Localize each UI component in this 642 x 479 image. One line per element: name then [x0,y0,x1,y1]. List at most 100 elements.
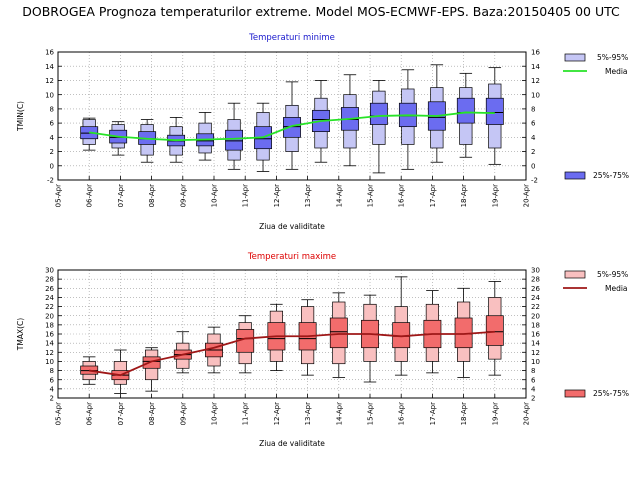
tmax-xtick-label: 13-Apr [304,402,312,426]
tmin-xtick-label: 20-Apr [523,184,531,208]
tmax-ylabel: TMAX(C) [16,318,25,351]
tmax-xtick-label: 09-Apr [179,402,187,426]
tmax-ytick-label-left: 18 [45,321,54,329]
tmax-ytick-label-left: 30 [45,267,54,275]
tmax-xtick-label: 08-Apr [148,402,156,426]
tmin-box-25-75 [283,117,301,138]
tmax-chart [57,269,587,399]
tmax-ytick-label-left: 24 [45,294,54,302]
tmax-xtick-label: 18-Apr [460,402,468,426]
tmin-box-25-75 [485,97,504,125]
tmin-xtick-label: 06-Apr [86,184,94,208]
tmin-ytick-label-right: 12 [531,77,540,85]
tmax-ytick-label-right: 14 [531,340,540,348]
tmin-ytick-label-right: 16 [531,49,540,57]
tmax-xtick-label: 17-Apr [429,402,437,426]
tmax-ytick-label-right: 18 [531,321,540,329]
tmax-ytick-label-right: 22 [531,303,540,311]
tmin-box-25-75 [369,102,388,125]
tmin-ytick-label-left: 6 [50,120,55,128]
tmax-legend-mean-label: Media [605,284,628,293]
tmax-xtick-label: 16-Apr [398,402,406,426]
tmax-ytick-label-right: 30 [531,267,540,275]
tmax-xtick-label: 15-Apr [367,402,375,426]
tmax-ytick-label-left: 2 [50,395,54,403]
tmax-xtick-label: 20-Apr [523,402,531,426]
tmax-xtick-label: 12-Apr [273,402,281,426]
tmax-ytick-label-right: 28 [531,276,540,284]
tmax-ytick-label-left: 4 [50,385,55,393]
tmax-mean-line [89,330,495,377]
tmax-ytick-label-left: 6 [50,376,55,384]
tmax-xtick-label: 19-Apr [491,402,499,426]
tmin-xtick-label: 19-Apr [491,184,499,208]
tmax-ytick-label-left: 12 [45,349,54,357]
tmax-ytick-label-left: 8 [50,367,54,375]
tmax-xtick-label: 07-Apr [117,402,125,426]
tmax-ytick-label-left: 22 [45,303,54,311]
tmin-ytick-label-left: 12 [45,77,54,85]
tmin-xtick-label: 16-Apr [398,184,406,208]
tmax-box-25-75 [329,317,348,349]
tmax-ytick-label-left: 20 [45,312,54,320]
tmin-chart [57,51,587,181]
tmin-xtick-label: 09-Apr [179,184,187,208]
tmin-title: Temperaturi minime [248,33,335,43]
tmax-ytick-label-left: 10 [45,358,54,366]
tmin-xtick-label: 18-Apr [460,184,468,208]
tmin-ytick-label-left: -2 [47,177,54,185]
tmax-legend-outer-label: 5%-95% [597,270,628,279]
tmax-box-25-75 [142,356,161,369]
tmax-xtick-label: 11-Apr [242,402,250,426]
tmin-ylabel: TMIN(C) [16,101,25,132]
tmax-xtick-label: 10-Apr [211,402,219,426]
tmin-xtick-label: 05-Apr [55,184,63,208]
tmax-legend-outer-swatch [564,270,586,279]
tmin-ytick-label-right: 14 [531,63,540,71]
tmin-legend-inner-swatch [564,171,586,180]
page-title: DOBROGEA Prognoza temperaturilor extreme… [22,4,620,19]
tmax-ytick-label-right: 10 [531,358,540,366]
tmin-xtick-label: 11-Apr [242,184,250,208]
tmin-ytick-label-left: 14 [45,63,54,71]
tmin-ytick-label-right: 0 [531,162,535,170]
tmin-legend-mean-label: Media [605,67,628,76]
tmin-mean-line [89,111,495,142]
tmax-xlabel: Ziua de validitate [259,439,325,448]
tmin-ytick-label-left: 2 [50,148,54,156]
tmin-ytick-label-right: 8 [531,105,535,113]
tmax-ytick-label-left: 16 [45,331,54,339]
tmin-ytick-label-right: 10 [531,91,540,99]
tmax-ytick-label-right: 12 [531,349,540,357]
tmin-xtick-label: 15-Apr [367,184,375,208]
tmax-xtick-label: 14-Apr [335,402,343,426]
tmin-xtick-label: 14-Apr [335,184,343,208]
tmin-ytick-label-left: 10 [45,91,54,99]
tmax-ytick-label-right: 2 [531,395,535,403]
tmax-ytick-label-right: 26 [531,285,540,293]
tmax-legend-inner-label: 25%-75% [593,389,629,398]
tmin-ytick-label-left: 8 [50,105,54,113]
tmin-xtick-label: 08-Apr [148,184,156,208]
tmin-ytick-label-right: 4 [531,134,536,142]
tmax-xtick-label: 05-Apr [55,402,63,426]
tmin-box-25-75 [456,97,475,124]
tmin-xlabel: Ziua de validitate [259,222,325,231]
tmin-ytick-label-left: 16 [45,49,54,57]
tmin-ytick-label-right: 2 [531,148,535,156]
tmin-ytick-label-left: 0 [50,162,54,170]
tmin-frame [57,51,527,181]
tmax-xtick-label: 06-Apr [86,402,94,426]
tmax-ytick-label-right: 20 [531,312,540,320]
tmax-legend-inner-swatch [564,389,586,398]
tmax-ytick-label-right: 16 [531,331,540,339]
tmin-legend-outer-label: 5%-95% [597,53,628,62]
tmin-legend-inner-label: 25%-75% [593,171,629,180]
tmin-ytick-label-right: -2 [531,177,538,185]
tmin-ytick-label-right: 6 [531,120,536,128]
tmin-legend-outer-swatch [564,53,586,62]
tmin-xtick-label: 07-Apr [117,184,125,208]
tmin-xtick-label: 12-Apr [273,184,281,208]
tmax-ytick-label-right: 24 [531,294,540,302]
